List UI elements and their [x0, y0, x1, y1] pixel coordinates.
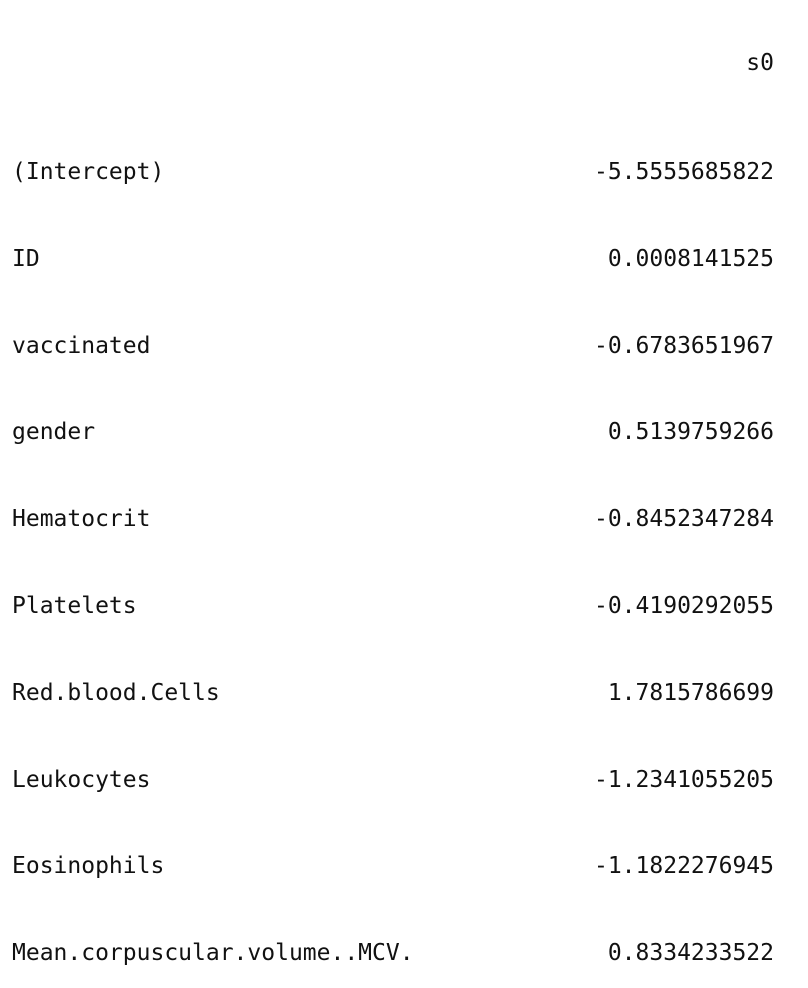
row-value: -0.6783651967 [593, 332, 774, 359]
row-label: gender [12, 419, 96, 446]
console-output: s0 (Intercept) -5.5555685822 ID 0.000814… [12, 0, 774, 988]
table-row: (Intercept) -5.5555685822 [12, 155, 774, 190]
row-value: 0.5139759266 [607, 419, 774, 446]
row-value: 0.0008141525 [607, 245, 774, 272]
row-value: 0.8334233522 [607, 940, 774, 967]
header-row: s0 [12, 52, 774, 77]
row-label: Eosinophils [12, 853, 165, 880]
row-label: Red.blood.Cells [12, 679, 220, 706]
row-label: Hematocrit [12, 506, 151, 533]
row-value: -5.5555685822 [593, 159, 774, 185]
row-label: Mean.corpuscular.volume..MCV. [12, 940, 414, 967]
row-label: (Intercept) [12, 159, 165, 185]
table-row: Red.blood.Cells 1.7815786699 [12, 676, 774, 711]
table-row: Leukocytes -1.2341055205 [12, 763, 774, 798]
row-value: 1.7815786699 [607, 679, 774, 706]
row-label: Leukocytes [12, 766, 151, 793]
table-row: ID 0.0008141525 [12, 242, 774, 277]
table-row: Eosinophils -1.1822276945 [12, 849, 774, 884]
column-header: s0 [746, 50, 774, 76]
table-row: Platelets -0.4190292055 [12, 589, 774, 624]
row-value: -1.2341055205 [593, 766, 774, 793]
row-label: ID [12, 245, 40, 272]
table-row: gender 0.5139759266 [12, 415, 774, 450]
row-label: vaccinated [12, 332, 151, 359]
table-row: Mean.corpuscular.volume..MCV. 0.83342335… [12, 936, 774, 971]
row-label: Platelets [12, 592, 137, 619]
row-value: -1.1822276945 [593, 853, 774, 880]
row-value: -0.4190292055 [593, 592, 774, 619]
table-row: Hematocrit -0.8452347284 [12, 502, 774, 537]
row-value: -0.8452347284 [593, 506, 774, 533]
table-row: vaccinated -0.6783651967 [12, 329, 774, 364]
